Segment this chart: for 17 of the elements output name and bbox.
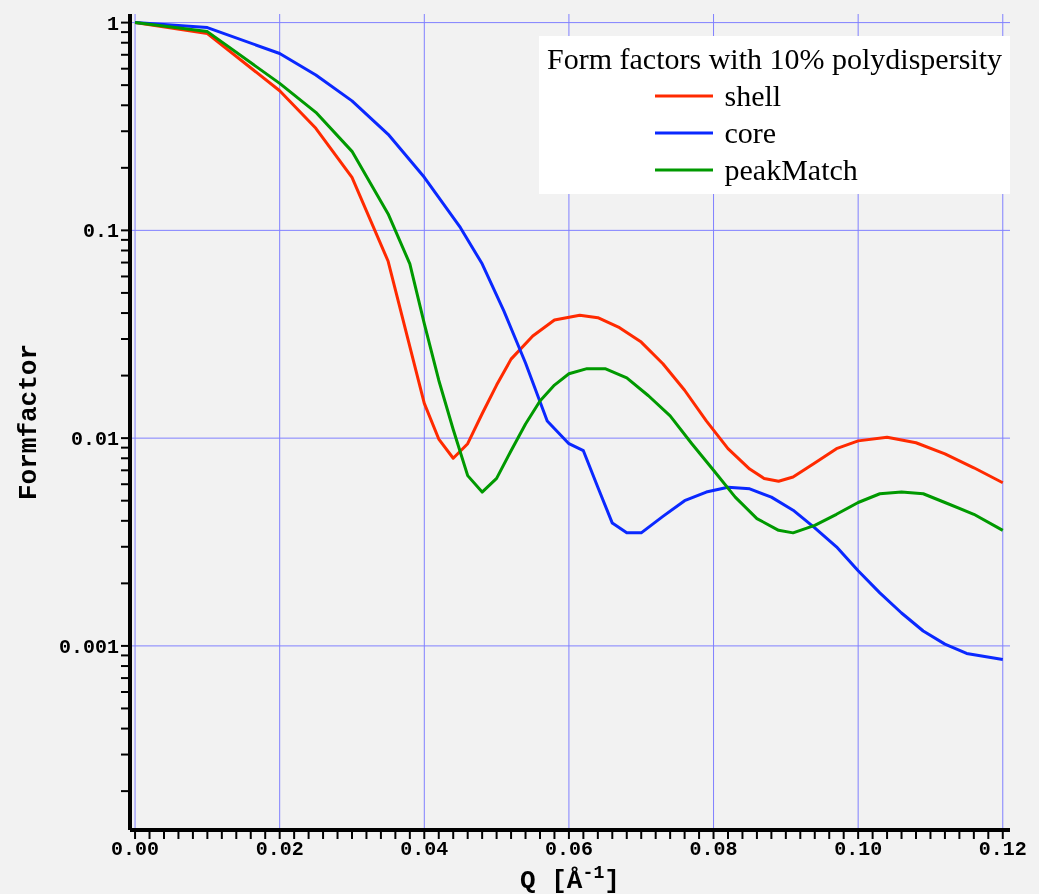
x-tick-label: 0.10 (834, 838, 883, 862)
x-tick-label: 0.02 (255, 838, 304, 862)
legend-label: shell (724, 78, 783, 114)
legend-label: core (724, 115, 778, 151)
x-tick-label: 0.04 (400, 838, 449, 862)
y-tick-label: 0.001 (58, 636, 119, 660)
x-tick-label: 0.08 (689, 838, 738, 862)
legend-label: peakMatch (724, 152, 859, 188)
x-axis-title: Q [Å$^{-1}$] (520, 863, 620, 894)
y-axis-title: Formfactor (14, 343, 44, 501)
legend-title: Form factors with 10% polydispersity (547, 41, 1002, 77)
y-tick-label: 0.01 (70, 428, 119, 452)
y-tick-label: 0.1 (82, 220, 119, 244)
x-tick-label: 0.06 (544, 838, 593, 862)
x-tick-label: 0.12 (978, 838, 1027, 862)
y-tick-label: 1 (106, 12, 119, 36)
x-tick-label: 0.00 (111, 838, 160, 862)
